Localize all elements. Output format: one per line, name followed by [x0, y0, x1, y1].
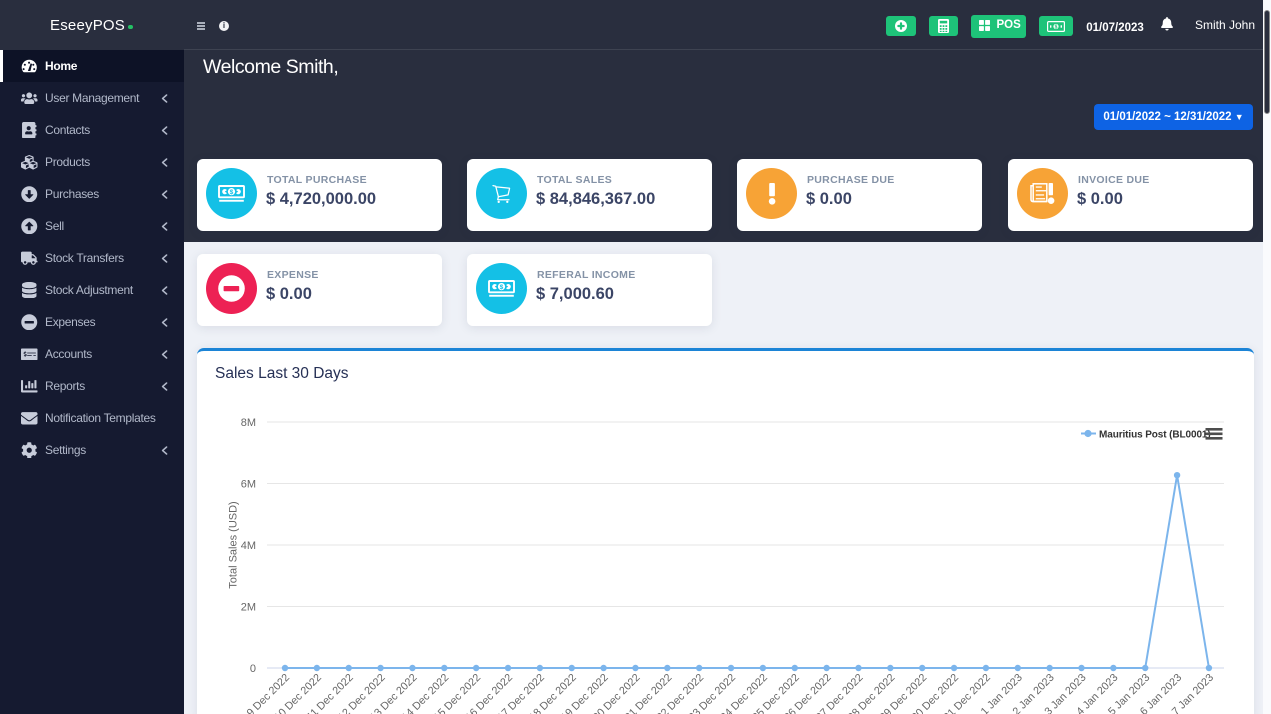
svg-text:$: $: [1055, 24, 1058, 30]
svg-text:Total Sales (USD): Total Sales (USD): [228, 501, 240, 588]
svg-text:8M: 8M: [241, 417, 256, 429]
svg-text:$: $: [230, 189, 234, 196]
svg-text:$: $: [500, 284, 504, 291]
svg-text:Mauritius Post (BL0001): Mauritius Post (BL0001): [1099, 429, 1211, 440]
svg-text:6M: 6M: [241, 479, 256, 491]
svg-text:0: 0: [250, 663, 256, 675]
svg-text:4M: 4M: [241, 540, 256, 552]
svg-text:2M: 2M: [241, 602, 256, 614]
